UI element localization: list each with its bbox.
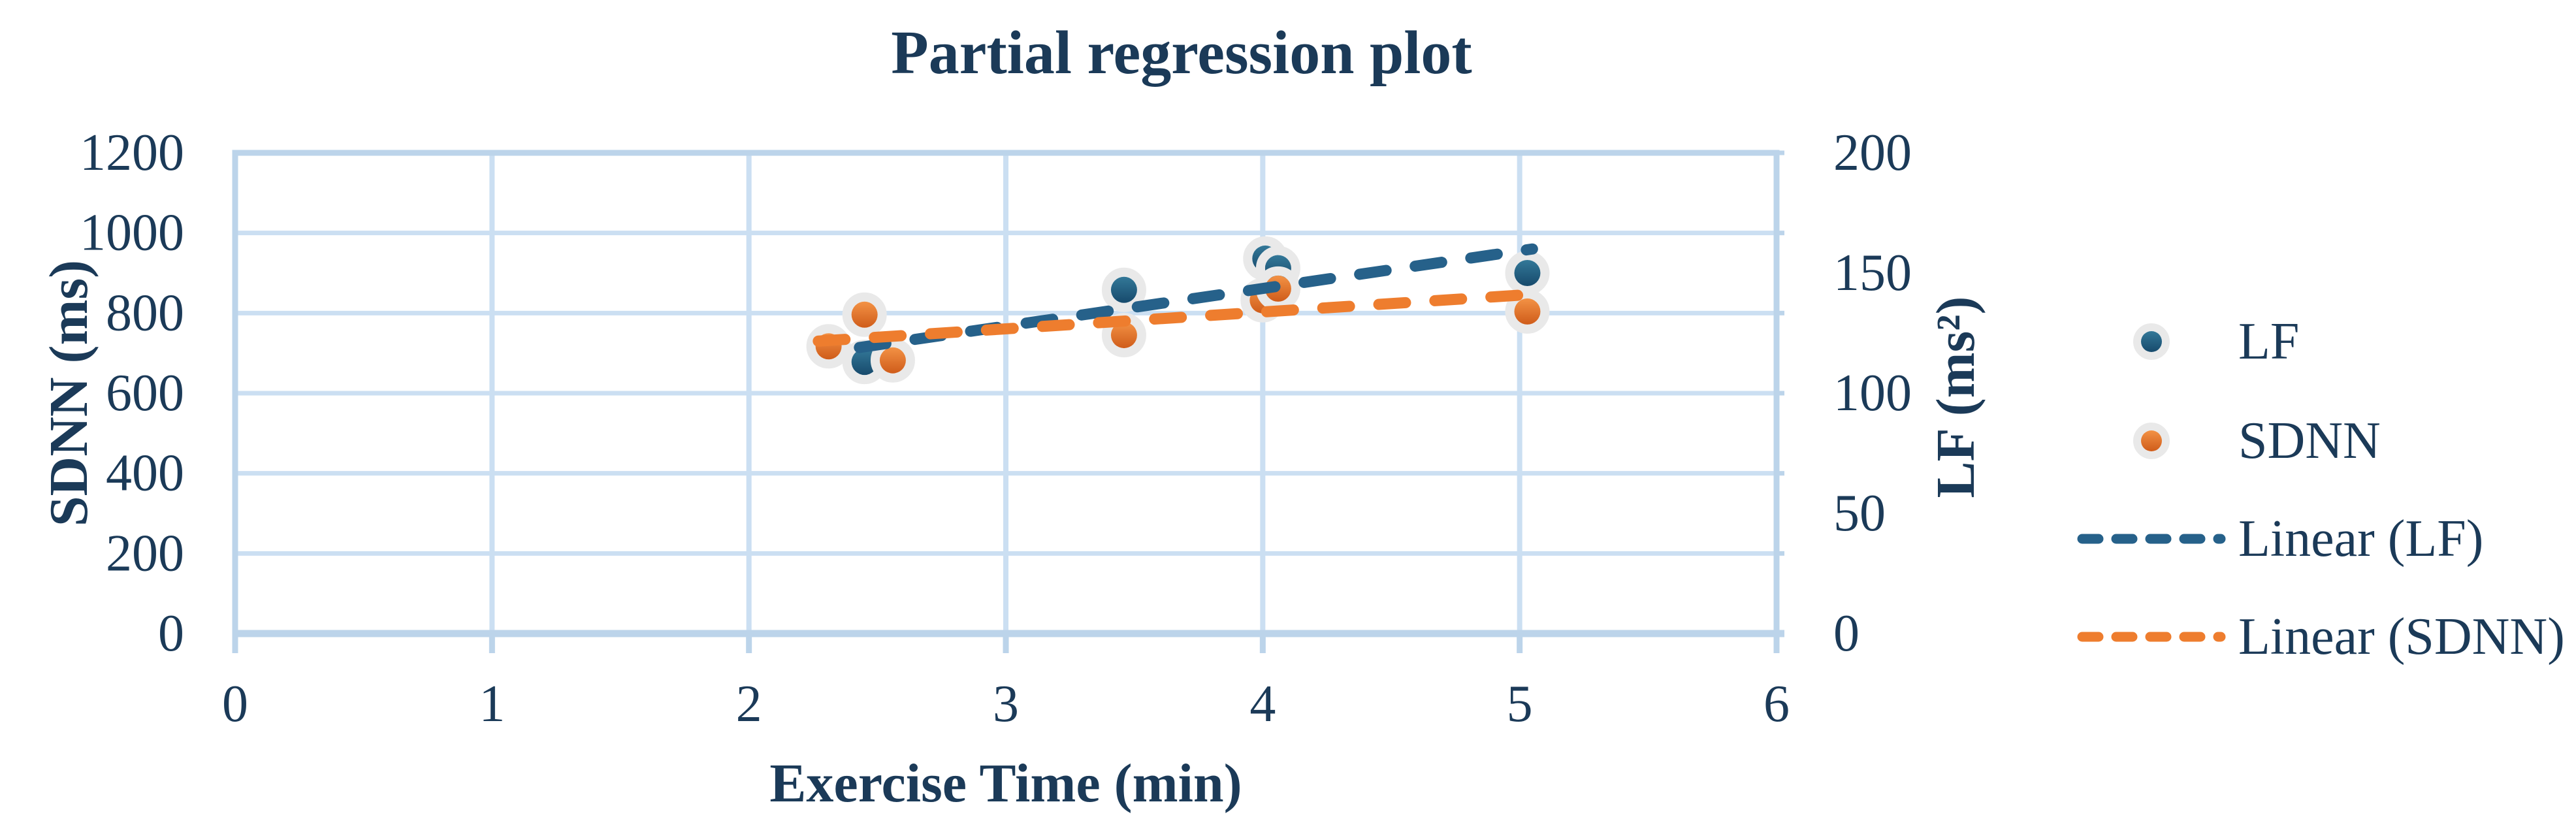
legend-label: Linear (SDNN) xyxy=(2238,608,2565,666)
y-left-tick-label: 400 xyxy=(106,445,184,502)
legend-label: Linear (LF) xyxy=(2238,510,2483,568)
y-left-tick-label: 200 xyxy=(106,524,184,582)
x-tick-label: 3 xyxy=(993,675,1019,733)
legend-dot-halo xyxy=(2133,323,2170,360)
lf-data-point xyxy=(1514,260,1541,286)
x-tick-label: 0 xyxy=(222,675,248,733)
y-left-tick-label: 1000 xyxy=(80,204,184,262)
legend-label: SDNN xyxy=(2238,412,2381,470)
lf-data-point xyxy=(1110,276,1137,303)
x-tick-label: 4 xyxy=(1249,675,1276,733)
sdnn-point-halo xyxy=(870,338,915,383)
x-tick-label: 5 xyxy=(1507,675,1533,733)
legend-dot-halo xyxy=(2133,423,2170,459)
y-right-tick-label: 0 xyxy=(1833,605,1860,662)
sdnn-point-halo xyxy=(1505,289,1550,334)
y-right-tick-label: 100 xyxy=(1833,364,1912,422)
lf-point-halo xyxy=(1101,267,1146,312)
y-right-tick-label: 50 xyxy=(1833,485,1886,542)
y-right-tick-label: 150 xyxy=(1833,244,1912,302)
x-tick-label: 6 xyxy=(1763,675,1790,733)
legend-dot-marker-sdnn xyxy=(2141,430,2162,451)
sdnn-point-halo xyxy=(806,324,851,369)
sdnn-point-halo xyxy=(842,292,887,337)
sdnn-data-point xyxy=(1110,322,1137,349)
lf-trendline xyxy=(854,243,1538,353)
sdnn-data-point xyxy=(879,347,906,374)
chart-title: Partial regression plot xyxy=(891,19,1472,87)
sdnn-data-point xyxy=(851,301,878,328)
legend-dot-marker-lf xyxy=(2141,331,2162,352)
y-right-tick-label: 200 xyxy=(1833,124,1912,182)
legend-label: LF xyxy=(2238,313,2299,370)
sdnn-data-point xyxy=(1514,298,1541,325)
y-left-tick-label: 0 xyxy=(158,605,184,662)
y-left-tick-label: 800 xyxy=(106,284,184,342)
y-left-tick-label: 1200 xyxy=(80,124,184,182)
sdnn-trendline xyxy=(813,289,1533,347)
y-left-tick-label: 600 xyxy=(106,364,184,422)
x-tick-label: 1 xyxy=(479,675,505,733)
x-tick-label: 2 xyxy=(736,675,762,733)
x-axis-title: Exercise Time (min) xyxy=(769,753,1242,814)
lf-data-point xyxy=(851,349,878,376)
